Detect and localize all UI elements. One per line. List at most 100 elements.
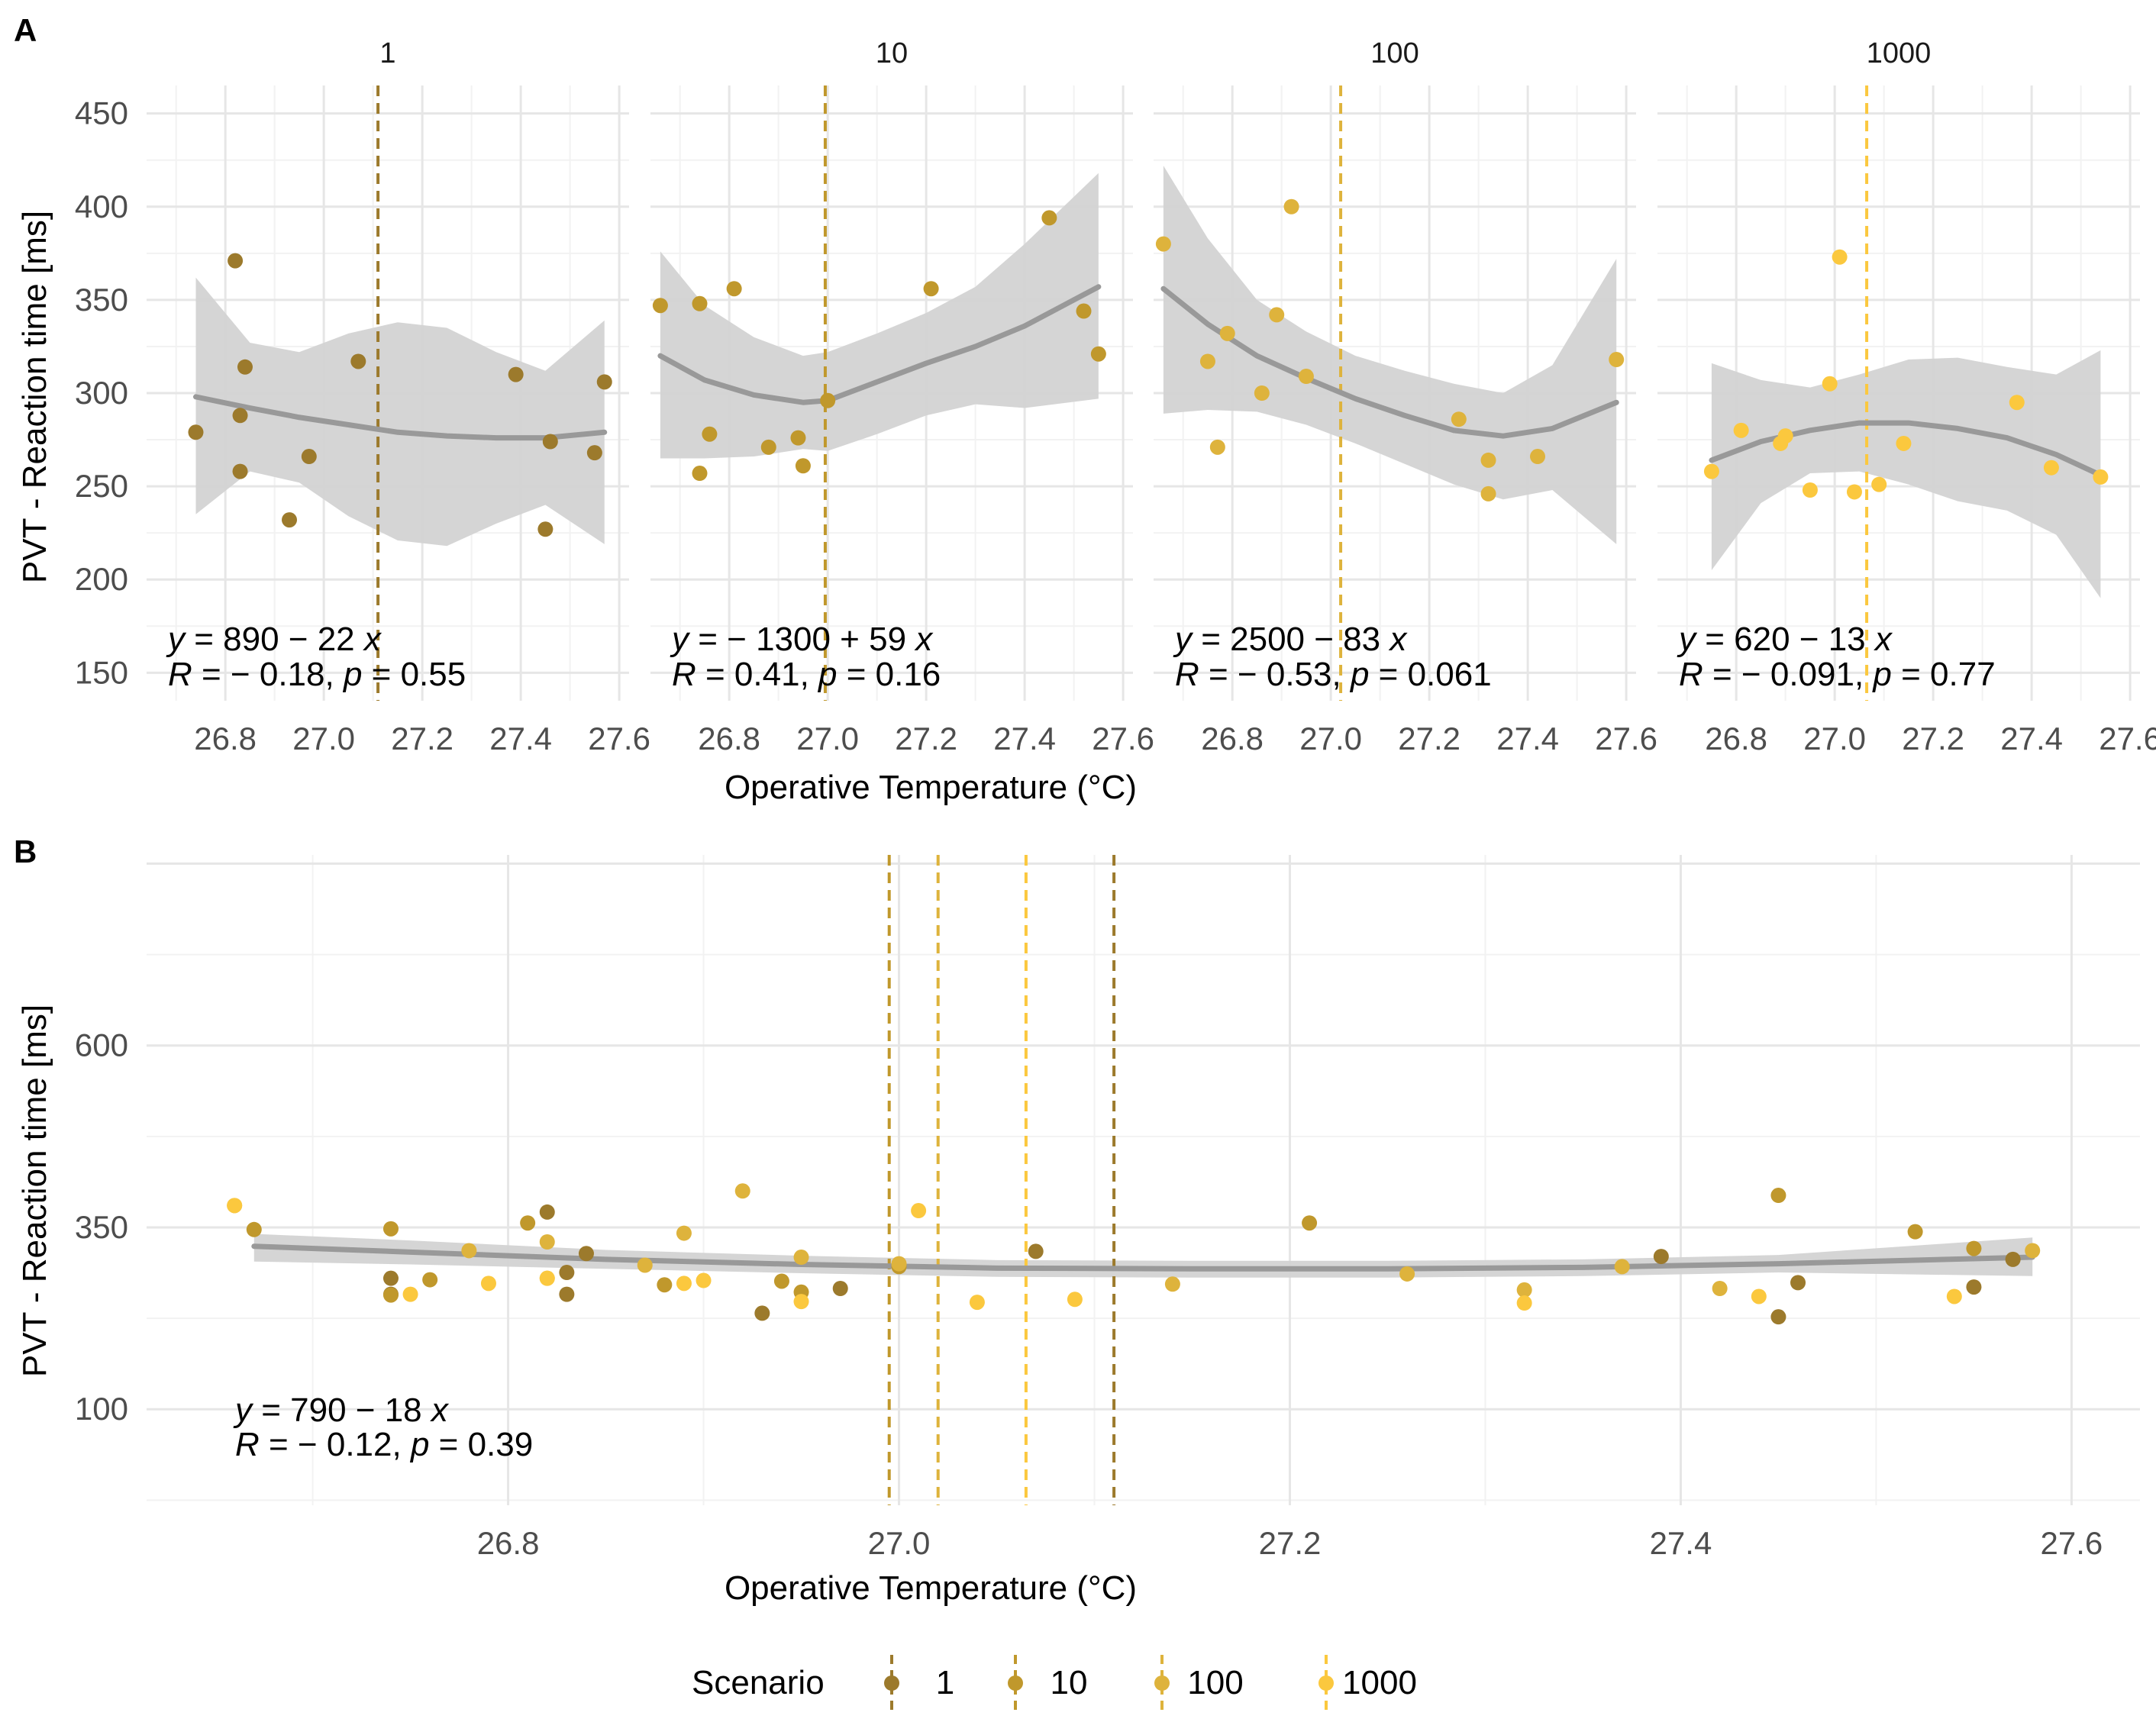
correlation-stats-post: = 0.061 (1369, 656, 1491, 693)
x-tick-label: 27.4 (1496, 721, 1559, 756)
data-point (790, 430, 806, 446)
data-point (1283, 198, 1299, 214)
data-point-scenario-100 (891, 1256, 907, 1272)
data-point (652, 298, 668, 314)
data-point (795, 458, 811, 474)
data-point (1832, 249, 1848, 265)
regression-equation-rest: = 890 − 22 (185, 621, 364, 658)
x-tick-label: 26.8 (698, 721, 760, 756)
data-point (282, 512, 298, 528)
regression-equation-post: x (430, 1392, 450, 1429)
y-tick-label: 400 (75, 189, 128, 224)
data-point-scenario-1 (1790, 1275, 1806, 1291)
data-point (228, 253, 244, 269)
data-point (1846, 484, 1862, 500)
confidence-ribbon (660, 173, 1099, 459)
data-point-scenario-10 (422, 1272, 438, 1288)
correlation-stats-mid: = − 0.12, (260, 1426, 411, 1463)
regression-equation-rest: = 620 − 13 (1696, 621, 1875, 658)
legend-key-point-1000 (1318, 1675, 1334, 1691)
x-tick-label: 26.8 (1201, 721, 1264, 756)
data-point (1090, 346, 1106, 362)
data-point-scenario-1 (559, 1286, 575, 1302)
data-point (1451, 411, 1467, 427)
data-point (542, 434, 558, 450)
correlation-stats: R = − 0.12, p = 0.39 (235, 1426, 533, 1463)
data-point-scenario-1 (382, 1270, 399, 1286)
correlation-stats: R = − 0.18, p = 0.55 (168, 656, 466, 693)
legend-label-10: 10 (1051, 1664, 1088, 1701)
legend: Scenario 1 10 100 1000 (692, 1655, 1417, 1716)
correlation-stats-mid: = 0.41, (696, 656, 818, 693)
data-point-scenario-1000 (1751, 1288, 1767, 1304)
data-point-scenario-1000 (480, 1275, 496, 1292)
x-tick-label: 27.6 (2099, 721, 2156, 756)
correlation-stats: R = 0.41, p = 0.16 (672, 656, 941, 693)
data-point-scenario-100 (734, 1183, 750, 1199)
data-point-scenario-1000 (676, 1275, 692, 1292)
data-point (1076, 303, 1092, 319)
data-point (188, 424, 204, 440)
data-point-scenario-10 (1770, 1188, 1786, 1204)
data-point (1480, 452, 1496, 468)
data-point (1219, 325, 1235, 341)
data-point-scenario-1 (578, 1246, 594, 1262)
data-point (301, 449, 317, 465)
data-point (1155, 236, 1171, 252)
correlation-stats: R = − 0.53, p = 0.061 (1175, 656, 1492, 693)
x-tick-label: 27.6 (1595, 721, 1657, 756)
facet-10: 10y = − 1300 + 59 xR = 0.41, p = 0.1626.… (650, 37, 1154, 756)
confidence-ribbon (1163, 166, 1617, 544)
correlation-stats-mid: = − 0.091, (1703, 656, 1874, 693)
regression-equation-pre: y (166, 621, 187, 658)
regression-equation: y = 620 − 13 x (1677, 621, 1893, 658)
data-point-scenario-10 (382, 1221, 399, 1237)
x-tick-label: 26.8 (1705, 721, 1767, 756)
y-tick-label: 200 (75, 561, 128, 597)
data-point (1199, 353, 1215, 369)
data-point (1802, 482, 1818, 498)
regression-equation: y = − 1300 + 59 x (670, 621, 934, 658)
data-point-scenario-100 (1399, 1266, 1415, 1282)
x-tick-label: 27.6 (588, 721, 650, 756)
data-point (596, 374, 612, 390)
smooth-fit-line (251, 1243, 2035, 1272)
data-point-scenario-1000 (793, 1294, 809, 1310)
confidence-ribbon (1711, 350, 2101, 598)
data-point (702, 426, 718, 442)
legend-title: Scenario (692, 1664, 825, 1701)
data-point (923, 281, 939, 297)
data-point-scenario-10 (1966, 1240, 1982, 1256)
data-point (692, 466, 708, 482)
panel-a-x-axis-title: Operative Temperature (°C) (725, 769, 1137, 806)
legend-label-100: 100 (1187, 1664, 1243, 1701)
correlation-stats-pre: R (672, 656, 696, 693)
data-point (1871, 476, 1887, 492)
panel-a-y-axis-title: PVT - Reaction time [ms] (16, 211, 53, 583)
data-point-scenario-1000 (227, 1198, 243, 1214)
x-tick-label: 27.2 (391, 721, 453, 756)
y-tick-label: 100 (75, 1391, 128, 1427)
data-point-scenario-10 (382, 1287, 399, 1303)
correlation-stats-pvar: p (1349, 656, 1369, 693)
data-point-scenario-100 (2025, 1243, 2041, 1259)
correlation-stats: R = − 0.091, p = 0.77 (1679, 656, 1996, 693)
correlation-stats-pvar: p (817, 656, 837, 693)
data-point (1480, 485, 1496, 501)
regression-equation-post: x (1388, 621, 1408, 658)
x-tick-label: 26.8 (194, 721, 257, 756)
correlation-stats-post: = 0.77 (1892, 656, 1996, 693)
regression-equation-pre: y (233, 1392, 254, 1429)
regression-equation-pre: y (1173, 621, 1194, 658)
x-tick-label: 27.0 (1803, 721, 1866, 756)
y-tick-label: 600 (75, 1027, 128, 1063)
x-tick-label: 27.4 (993, 721, 1056, 756)
correlation-stats-post: = 0.55 (362, 656, 466, 693)
data-point-scenario-10 (246, 1221, 262, 1237)
y-tick-label: 450 (75, 95, 128, 131)
data-point (1733, 422, 1749, 438)
